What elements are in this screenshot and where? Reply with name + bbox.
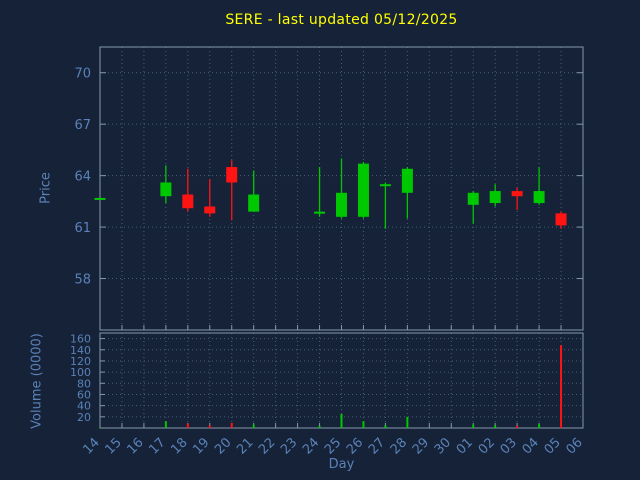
day-tick-label: 18 bbox=[168, 435, 190, 457]
day-tick-label: 28 bbox=[388, 435, 410, 457]
day-tick-label: 19 bbox=[190, 435, 212, 457]
volume-tick-label: 120 bbox=[70, 355, 91, 368]
price-tick-label: 64 bbox=[74, 170, 91, 185]
candle-body bbox=[533, 191, 545, 204]
volume-axis-label: Volume (0000) bbox=[29, 333, 45, 429]
day-tick-label: 26 bbox=[344, 435, 366, 457]
price-tick-label: 58 bbox=[74, 273, 91, 288]
candle-body bbox=[226, 167, 238, 183]
volume-tick-label: 160 bbox=[70, 333, 91, 346]
day-tick-label: 23 bbox=[278, 435, 300, 457]
day-tick-label: 01 bbox=[454, 435, 476, 457]
price-axis-label: Price bbox=[38, 172, 54, 204]
volume-tick-label: 40 bbox=[77, 400, 91, 413]
volume-tick-label: 100 bbox=[70, 366, 91, 379]
candle-body bbox=[336, 192, 347, 217]
day-tick-label: 21 bbox=[234, 435, 256, 457]
candle-body bbox=[182, 194, 194, 209]
price-tick-label: 61 bbox=[74, 221, 91, 236]
candle-body bbox=[467, 192, 479, 205]
day-tick-label: 24 bbox=[300, 435, 322, 457]
price-tick-label: 70 bbox=[74, 67, 91, 82]
volume-tick-label: 60 bbox=[77, 388, 91, 401]
candle-body bbox=[160, 182, 172, 197]
candle-body bbox=[314, 211, 326, 214]
day-tick-label: 03 bbox=[498, 435, 520, 457]
day-tick-label: 06 bbox=[564, 435, 586, 457]
candle-body bbox=[204, 206, 216, 214]
day-tick-label: 04 bbox=[520, 435, 542, 457]
candle-body bbox=[94, 197, 106, 200]
chart-title: SERE - last updated 05/12/2025 bbox=[225, 12, 458, 28]
day-tick-label: 25 bbox=[322, 435, 344, 457]
candle-body bbox=[401, 168, 413, 193]
candle-body bbox=[357, 163, 369, 217]
candle-body bbox=[555, 213, 567, 226]
volume-tick-label: 140 bbox=[70, 344, 91, 357]
day-tick-label: 27 bbox=[366, 435, 388, 457]
day-tick-label: 05 bbox=[542, 435, 564, 457]
volume-tick-label: 80 bbox=[77, 377, 91, 390]
day-tick-label: 20 bbox=[212, 435, 234, 457]
volume-tick-label: 20 bbox=[77, 411, 91, 424]
day-tick-label: 02 bbox=[476, 435, 498, 457]
day-tick-label: 15 bbox=[102, 435, 124, 457]
day-axis-label: Day bbox=[328, 457, 355, 472]
candle-body bbox=[248, 194, 260, 212]
candle-body bbox=[379, 184, 391, 187]
price-tick-label: 67 bbox=[74, 118, 91, 133]
day-tick-label: 14 bbox=[81, 435, 103, 457]
candle-body bbox=[489, 191, 501, 204]
day-tick-label: 16 bbox=[124, 435, 146, 457]
candle-body bbox=[511, 191, 523, 197]
day-tick-label: 30 bbox=[432, 435, 454, 457]
price-panel-border bbox=[99, 46, 584, 331]
day-tick-label: 22 bbox=[256, 435, 278, 457]
day-tick-label: 29 bbox=[410, 435, 432, 457]
day-tick-label: 17 bbox=[146, 435, 168, 457]
